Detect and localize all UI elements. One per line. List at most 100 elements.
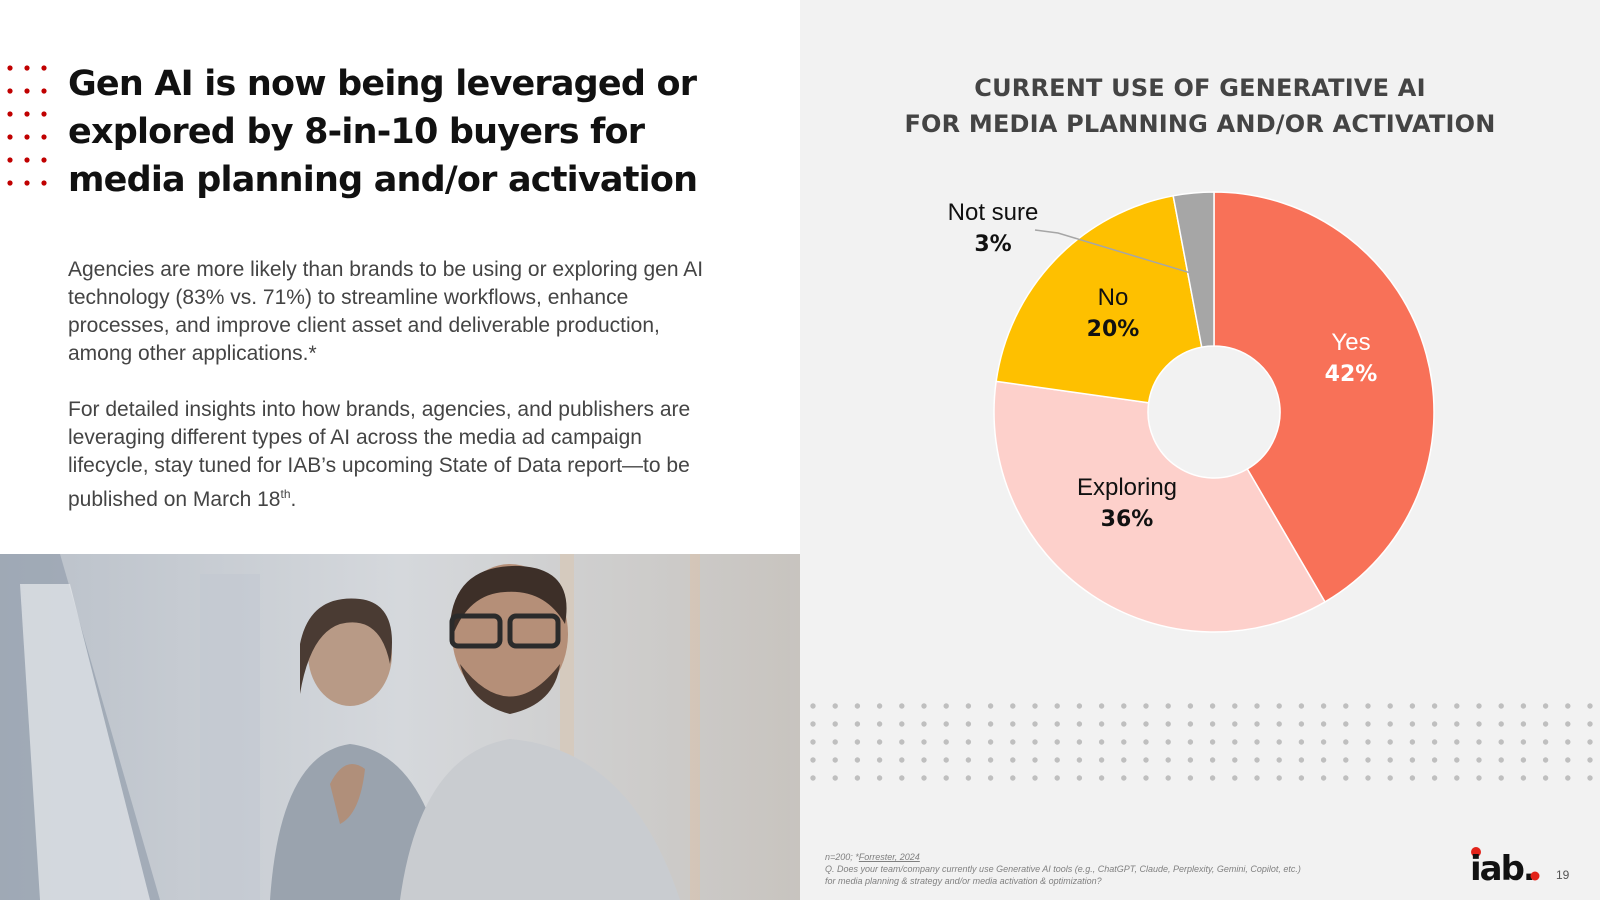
gray-dot [1054,721,1060,727]
slice-label-yes: Yes [1331,329,1370,356]
gray-dot [1498,757,1504,763]
gray-dot [1320,739,1327,745]
iab-logo-dot-period [1530,871,1540,881]
gray-dot [1010,757,1016,763]
footnote-source-link[interactable]: Forrester, 2024 [858,852,920,862]
people-photo-illustration [0,554,800,900]
slice-value-not-sure: 3% [974,232,1011,257]
gray-dot [1298,721,1305,727]
gray-dot [1054,739,1060,745]
gray-dot [832,757,838,763]
gray-dot [965,721,972,727]
gray-dot [1143,721,1149,727]
gray-dot [1498,775,1504,781]
gray-dot [1298,703,1305,709]
gray-dot [1143,757,1149,763]
gray-dot [1209,739,1216,745]
gray-dot [1143,775,1149,781]
gray-dot [1187,721,1194,727]
gray-dot [832,775,838,781]
gray-dot [876,739,883,745]
chart-title-line-1: CURRENT USE OF GENERATIVE AI [974,74,1426,102]
gray-dot [854,721,861,727]
red-dot [7,65,13,71]
gray-dot [1476,703,1482,709]
gray-dot [965,757,972,763]
gray-dot [943,721,949,727]
gray-dot [1565,775,1571,781]
gray-dot [1032,721,1038,727]
red-dot [7,157,13,163]
gray-dot [1054,703,1060,709]
gray-dot [1076,775,1083,781]
gray-dot [1454,703,1460,709]
gray-dot [1343,775,1349,781]
paragraph-state-of-data-text: For detailed insights into how brands, a… [68,398,691,511]
gray-dot [1565,721,1571,727]
gray-dot [899,703,905,709]
gray-dot [832,721,838,727]
red-dot [41,157,47,163]
gray-dot [1010,739,1016,745]
gray-dot [899,757,905,763]
gray-dot [1409,775,1416,781]
gray-dot [876,721,883,727]
gray-dot [1387,775,1393,781]
gray-dot [1520,739,1527,745]
gray-dot [1232,757,1238,763]
gray-dot [1209,721,1216,727]
paragraph-agencies: Agencies are more likely than brands to … [68,258,704,365]
gray-dot [1343,721,1349,727]
gray-dot [943,757,949,763]
gray-dot [1565,703,1571,709]
footnote-sample-size: n=200; * [825,852,859,862]
gray-dot [1498,739,1504,745]
slice-label-exploring: Exploring [1077,474,1177,501]
gray-dot [1431,703,1438,709]
gray-dot [1387,757,1393,763]
gray-dot [1121,721,1127,727]
gray-dot [1542,757,1549,763]
gray-dot [1320,757,1327,763]
footnote-line-3: for media planning & strategy and/or med… [825,876,1102,886]
gray-dot [1498,703,1504,709]
slice-no [995,194,1203,404]
gray-dot [1121,703,1127,709]
gray-dot [1276,721,1282,727]
gray-dot [1476,757,1482,763]
gray-dot [1010,775,1016,781]
gray-dot [810,775,816,781]
gray-dot [1165,739,1171,745]
gray-dot [854,775,861,781]
gray-dot [1032,739,1038,745]
red-dot [41,180,47,186]
gray-dot [1565,757,1571,763]
gray-dot [1076,757,1083,763]
chart-title: CURRENT USE OF GENERATIVE AI FOR MEDIA P… [800,70,1600,142]
gray-dot [921,721,927,727]
gray-dot [965,739,972,745]
gray-dot [1054,775,1060,781]
gray-dot [987,757,994,763]
red-dot [7,111,13,117]
slice-yes [1213,191,1435,603]
slice-label-no: No [1098,284,1129,311]
gray-dot [1409,739,1416,745]
gray-dot [876,757,883,763]
gray-dot [1565,739,1571,745]
gray-dot [1209,703,1216,709]
gray-dot [1098,703,1105,709]
gray-dot [1187,739,1194,745]
gray-dot [1143,703,1149,709]
gray-dot [1298,757,1305,763]
gray-dot [1542,703,1549,709]
gray-dot [1254,703,1260,709]
gray-dot [1209,775,1216,781]
gray-dot [1454,775,1460,781]
red-dot [24,65,30,71]
gray-dot [1232,739,1238,745]
gray-dot [1232,721,1238,727]
red-dot-pattern [7,65,47,186]
gray-dot [1098,721,1105,727]
slice-value-no: 20% [1087,317,1140,342]
